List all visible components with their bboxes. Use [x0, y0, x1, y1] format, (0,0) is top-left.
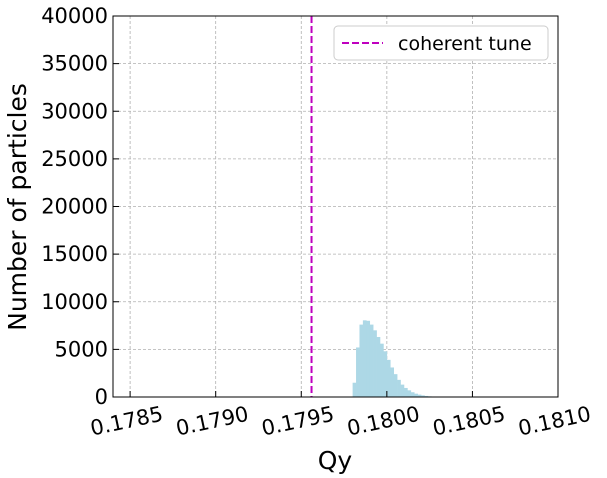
- legend-label-coherent-tune: coherent tune: [398, 33, 532, 55]
- y-tick-label: 25000: [41, 147, 108, 171]
- axis-ticks: [113, 15, 559, 398]
- grid: [113, 16, 558, 397]
- x-tick-label: 0.1810: [516, 402, 593, 441]
- y-tick-label: 15000: [41, 242, 108, 266]
- x-tick-label: 0.1805: [431, 402, 508, 441]
- y-tick-labels: 0 5000 10000 15000 20000 25000 30000 35000 40000: [41, 4, 108, 409]
- histogram-bar: [397, 379, 401, 397]
- x-tick-label: 0.1795: [259, 402, 336, 441]
- histogram-bar: [352, 382, 357, 397]
- x-tick-label: 0.1800: [345, 402, 422, 441]
- histogram-bar: [386, 359, 391, 397]
- histogram-bar: [400, 384, 405, 397]
- x-axis-label: Qy: [318, 446, 353, 475]
- histogram-bar: [393, 374, 398, 397]
- histogram-bar: [421, 395, 425, 397]
- histogram-bar: [410, 392, 415, 397]
- y-tick-label: 30000: [41, 99, 108, 123]
- histogram-bar: [373, 330, 377, 397]
- histogram-bar: [390, 367, 394, 397]
- y-tick-label: 35000: [41, 52, 108, 76]
- histogram-bar: [380, 343, 384, 397]
- histogram-bar: [359, 324, 364, 397]
- y-tick-label: 10000: [41, 290, 108, 314]
- histogram-bar: [417, 394, 422, 397]
- histogram-bar: [383, 351, 388, 397]
- histogram-bar: [366, 320, 371, 397]
- y-tick-label: 40000: [41, 4, 108, 28]
- histogram-bar: [407, 390, 412, 397]
- y-tick-label: 5000: [55, 337, 108, 361]
- histogram-bar: [362, 320, 367, 397]
- histogram-bar: [403, 387, 408, 397]
- x-tick-label: 0.1790: [174, 402, 251, 441]
- y-tick-label: 0: [95, 385, 108, 409]
- histogram-bar: [424, 395, 429, 397]
- y-axis-label: Number of particles: [3, 83, 32, 331]
- x-tick-labels: 0.1785 0.1790 0.1795 0.1800 0.1805 0.1810: [88, 402, 593, 441]
- histogram-bar: [376, 336, 381, 397]
- legend-box: [333, 25, 549, 61]
- histogram-bars: [352, 320, 442, 397]
- y-tick-label: 20000: [41, 195, 108, 219]
- histogram-bar: [414, 393, 418, 397]
- legend: coherent tune: [333, 25, 549, 61]
- histogram-bar: [356, 347, 360, 397]
- histogram-bar: [369, 324, 374, 397]
